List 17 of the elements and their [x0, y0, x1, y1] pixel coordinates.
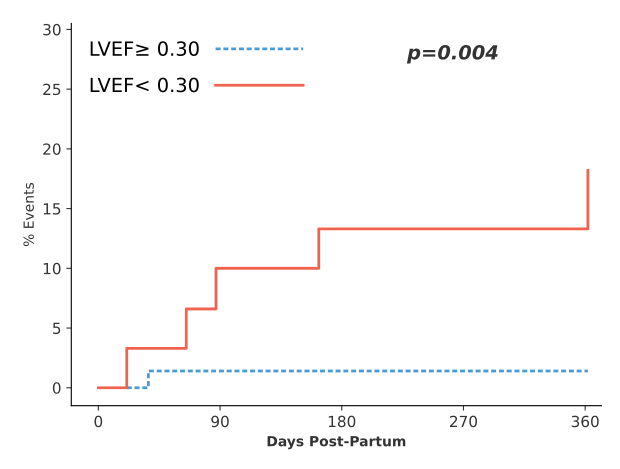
y-tick-label: 0 [52, 382, 61, 394]
x-tick-label: 90 [211, 416, 229, 428]
y-tick-label: 5 [53, 322, 60, 334]
y-tick-label: 25 [43, 84, 60, 96]
x-tick-label: 360 [572, 416, 599, 428]
legend-label: LVEF≥ 0.30 [90, 41, 199, 56]
y-tick-label: 15 [44, 203, 60, 215]
y-axis-title: % Events [23, 182, 34, 246]
y-tick-label: 30 [43, 24, 61, 36]
annotation: p=0.004 [406, 44, 498, 64]
legend-label: LVEF< 0.30 [90, 78, 199, 92]
x-tick-label: 0 [94, 416, 102, 428]
y-tick-label: 10 [44, 262, 61, 274]
x-tick-label: 270 [450, 416, 478, 428]
x-tick-label: 180 [328, 416, 356, 428]
x-axis-title: Days Post-Partum [268, 436, 406, 450]
y-tick-label: 20 [43, 143, 61, 155]
